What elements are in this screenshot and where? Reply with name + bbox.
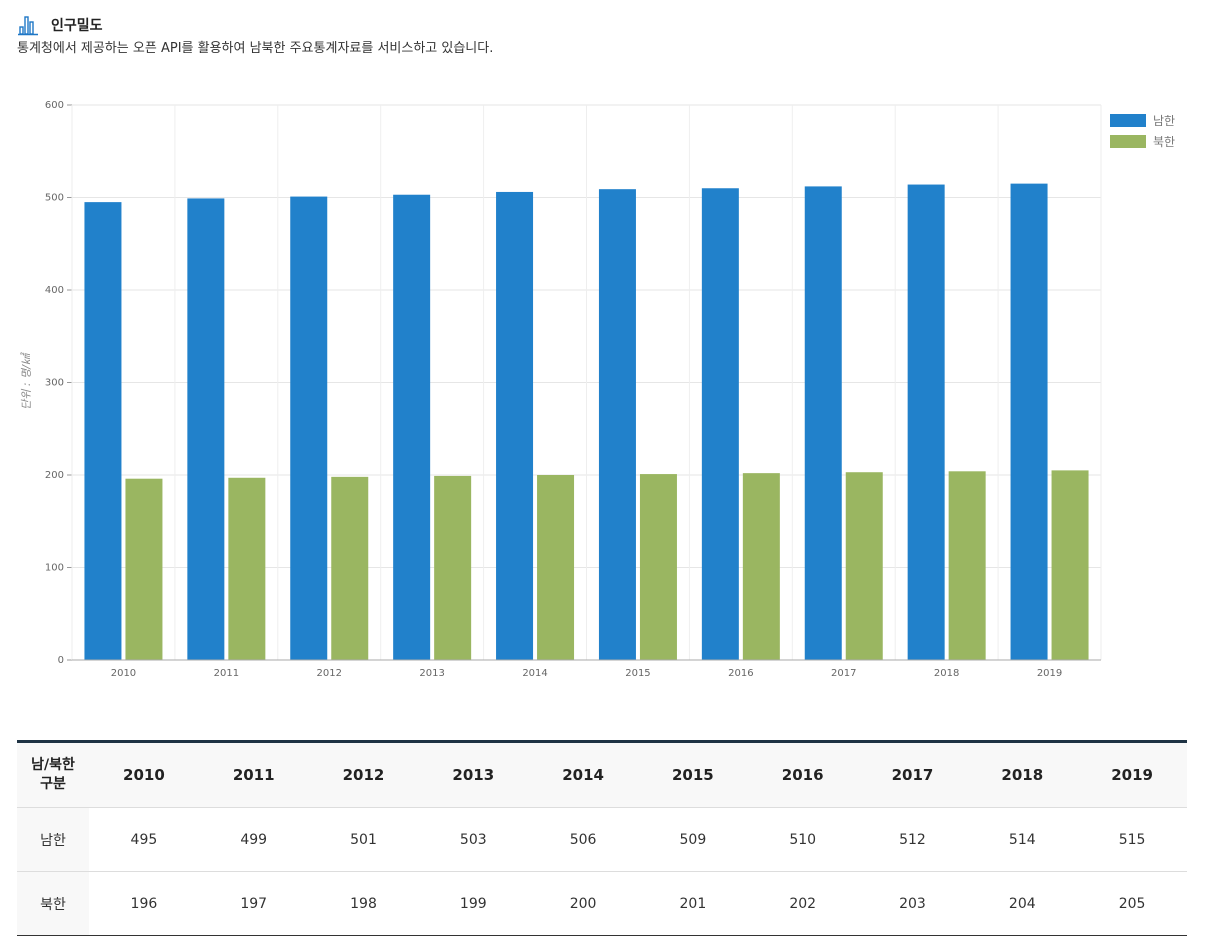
grid-layer <box>67 104 1102 661</box>
bar-north-2015[interactable] <box>639 474 677 660</box>
table-cell: 201 <box>637 871 748 936</box>
bar-south-2010[interactable] <box>84 202 122 660</box>
legend-label[interactable]: 북한 <box>1153 135 1175 149</box>
bar-north-2017[interactable] <box>845 472 883 660</box>
population-density-chart: 0 100 200 300 400 500 600 2010 2011 2012 2013 2014 2… <box>20 100 1175 679</box>
table-row: 북한 196 197 198 199 200 201 202 203 204 205 <box>17 871 1187 936</box>
table-body: 남한 495 499 501 503 506 509 510 512 514 515 북한 196 197… <box>17 807 1187 936</box>
table-cell: 506 <box>528 807 638 872</box>
x-tick-label: 2016 <box>728 668 753 679</box>
bar-south-2012[interactable] <box>290 196 328 660</box>
bar-south-2017[interactable] <box>804 186 842 660</box>
table-cell: 515 <box>1077 807 1187 872</box>
y-tick-label: 100 <box>45 563 64 574</box>
y-tick-label: 500 <box>45 193 64 204</box>
legend-swatch[interactable] <box>1110 135 1146 148</box>
x-tick-label: 2017 <box>831 668 856 679</box>
bar-chart-icon <box>18 16 38 36</box>
table-cell: 196 <box>89 871 199 936</box>
bar-north-2016[interactable] <box>742 473 780 660</box>
table-header-row: 남/북한 구분 2010 2011 2012 2013 2014 2015 2016 2017… <box>17 741 1187 808</box>
legend-swatch[interactable] <box>1110 114 1146 127</box>
table-cell: 514 <box>967 807 1078 872</box>
x-tick-label: 2013 <box>419 668 444 679</box>
bar-north-2012[interactable] <box>331 476 369 660</box>
table-cell: 204 <box>967 871 1078 936</box>
table-cell: 202 <box>747 871 858 936</box>
x-tick-label: 2010 <box>111 668 136 679</box>
table-year-header: 2014 <box>528 741 638 808</box>
bar-south-2016[interactable] <box>701 188 739 660</box>
table-cell: 495 <box>89 807 199 872</box>
table-year-header: 2018 <box>967 741 1078 808</box>
y-tick-label: 0 <box>58 655 64 666</box>
table-year-header: 2017 <box>857 741 968 808</box>
x-tick-label: 2018 <box>934 668 959 679</box>
bar-south-2015[interactable] <box>598 189 636 661</box>
bar-south-2011[interactable] <box>187 198 225 661</box>
table-year-header: 2019 <box>1077 741 1187 808</box>
y-tick-label: 300 <box>45 378 64 389</box>
table-cell: 501 <box>308 807 419 872</box>
table-cell: 203 <box>857 871 968 936</box>
page-header: 인구밀도 통계청에서 제공하는 오픈 API를 활용하여 남북한 주요통계자료를… <box>17 14 493 56</box>
bar-south-2018[interactable] <box>907 184 945 661</box>
y-tick-label: 600 <box>45 100 64 111</box>
x-tick-label: 2015 <box>625 668 650 679</box>
bar-south-2014[interactable] <box>496 191 534 660</box>
table-year-header: 2010 <box>89 741 199 808</box>
table-year-header: 2013 <box>418 741 529 808</box>
title-row: 인구밀도 <box>17 14 493 36</box>
table-cell: 198 <box>308 871 419 936</box>
table-cell: 199 <box>418 871 529 936</box>
bar-north-2019[interactable] <box>1051 470 1089 660</box>
bar-south-2013[interactable] <box>393 194 431 660</box>
bar-north-2013[interactable] <box>434 475 472 660</box>
bars-layer <box>84 183 1089 661</box>
table-cell: 510 <box>747 807 858 872</box>
table-cell: 205 <box>1077 871 1187 936</box>
table-cell: 512 <box>857 807 968 872</box>
bar-north-2011[interactable] <box>228 477 266 660</box>
table-corner-header: 남/북한 구분 <box>17 741 89 808</box>
table-row-label: 남한 <box>17 807 89 872</box>
y-tick-label: 200 <box>45 470 64 481</box>
y-tick-label: 400 <box>45 285 64 296</box>
table-year-header: 2016 <box>747 741 858 808</box>
table-row-label: 북한 <box>17 871 89 936</box>
x-tick-label: 2014 <box>522 668 547 679</box>
x-tick-label: 2019 <box>1037 668 1062 679</box>
bar-north-2010[interactable] <box>125 478 163 660</box>
x-tick-label: 2012 <box>317 668 342 679</box>
corner-header-line-2: 구분 <box>40 776 66 792</box>
corner-header-line-1: 남/북한 <box>31 757 75 773</box>
y-axis-label: 단위 : 명/㎢ <box>20 352 33 410</box>
table-cell: 200 <box>528 871 638 936</box>
table-cell: 509 <box>637 807 748 872</box>
legend-label[interactable]: 남한 <box>1153 114 1175 128</box>
table-row: 남한 495 499 501 503 506 509 510 512 514 515 <box>17 807 1187 872</box>
page-description: 통계청에서 제공하는 오픈 API를 활용하여 남북한 주요통계자료를 서비스하… <box>17 41 494 56</box>
table-cell: 499 <box>198 807 309 872</box>
table-year-header: 2011 <box>198 741 309 808</box>
data-table: 남/북한 구분 2010 2011 2012 2013 2014 2015 2016 2017… <box>17 740 1187 936</box>
axis-layer: 0 100 200 300 400 500 600 2010 2011 2012 2013 2014 2… <box>45 100 1101 679</box>
bar-north-2014[interactable] <box>537 475 575 660</box>
page-title: 인구밀도 <box>51 18 103 34</box>
table-year-header: 2012 <box>308 741 419 808</box>
x-tick-label: 2011 <box>214 668 239 679</box>
bar-north-2018[interactable] <box>948 471 986 660</box>
table-year-header: 2015 <box>637 741 748 808</box>
bar-south-2019[interactable] <box>1010 183 1048 660</box>
table-cell: 503 <box>418 807 529 872</box>
table-cell: 197 <box>198 871 309 936</box>
